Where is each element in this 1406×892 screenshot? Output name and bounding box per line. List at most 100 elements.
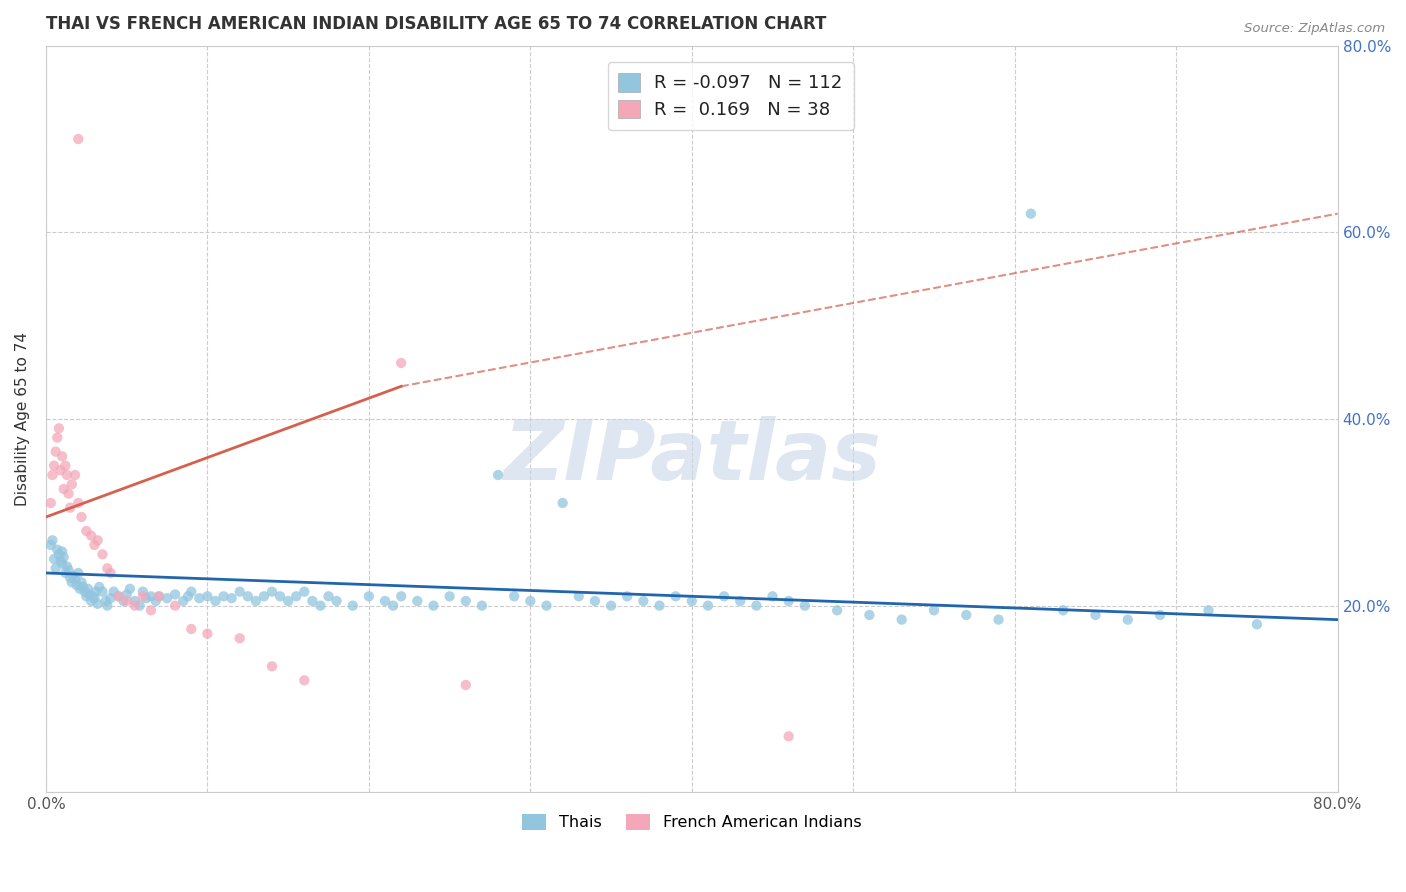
Point — [260, 659, 283, 673]
Point — [52, 550, 75, 565]
Point — [890, 613, 912, 627]
Point — [245, 594, 267, 608]
Point — [46, 431, 69, 445]
Point — [292, 673, 315, 688]
Point — [53, 458, 76, 473]
Point — [49, 463, 72, 477]
Point — [73, 584, 96, 599]
Text: ZIPatlas: ZIPatlas — [503, 416, 880, 497]
Point — [389, 590, 412, 604]
Point — [45, 561, 67, 575]
Text: Source: ZipAtlas.com: Source: ZipAtlas.com — [1244, 22, 1385, 36]
Point — [66, 578, 89, 592]
Point — [172, 594, 194, 608]
Point — [75, 590, 97, 604]
Point — [389, 356, 412, 370]
Point — [633, 594, 655, 608]
Point — [83, 538, 105, 552]
Point — [100, 566, 122, 580]
Point — [301, 594, 323, 608]
Point — [135, 591, 157, 606]
Point — [551, 496, 574, 510]
Point — [83, 591, 105, 606]
Point — [713, 590, 735, 604]
Point — [536, 599, 558, 613]
Point — [72, 580, 94, 594]
Point — [63, 573, 86, 587]
Point — [75, 524, 97, 538]
Point — [665, 590, 688, 604]
Point — [342, 599, 364, 613]
Point — [697, 599, 720, 613]
Point — [42, 458, 65, 473]
Point — [204, 594, 226, 608]
Legend: Thais, French American Indians: Thais, French American Indians — [516, 807, 868, 837]
Point — [132, 590, 155, 604]
Point — [1246, 617, 1268, 632]
Point — [139, 590, 162, 604]
Point — [56, 559, 79, 574]
Point — [41, 467, 63, 482]
Point — [1052, 603, 1074, 617]
Point — [197, 626, 219, 640]
Point — [277, 594, 299, 608]
Point — [374, 594, 396, 608]
Point — [745, 599, 768, 613]
Point — [107, 590, 129, 604]
Point — [486, 467, 509, 482]
Point — [58, 486, 80, 500]
Point — [139, 603, 162, 617]
Point — [124, 599, 146, 613]
Text: THAI VS FRENCH AMERICAN INDIAN DISABILITY AGE 65 TO 74 CORRELATION CHART: THAI VS FRENCH AMERICAN INDIAN DISABILIT… — [46, 15, 827, 33]
Point — [439, 590, 461, 604]
Point — [471, 599, 494, 613]
Point — [761, 590, 783, 604]
Point — [165, 599, 187, 613]
Point — [51, 450, 73, 464]
Point — [96, 561, 118, 575]
Point — [825, 603, 848, 617]
Point — [58, 563, 80, 577]
Point — [1198, 603, 1220, 617]
Point — [454, 678, 477, 692]
Point — [91, 547, 114, 561]
Point — [82, 590, 104, 604]
Point — [260, 584, 283, 599]
Point — [53, 566, 76, 580]
Point — [156, 591, 179, 606]
Point — [793, 599, 815, 613]
Point — [778, 594, 800, 608]
Point — [583, 594, 606, 608]
Point — [59, 571, 82, 585]
Point — [269, 590, 291, 604]
Point — [1149, 607, 1171, 622]
Point — [115, 594, 138, 608]
Point — [197, 590, 219, 604]
Point — [91, 584, 114, 599]
Point — [86, 533, 108, 548]
Point — [49, 554, 72, 568]
Point — [180, 584, 202, 599]
Point — [67, 566, 90, 580]
Point — [180, 622, 202, 636]
Point — [89, 580, 111, 594]
Point — [118, 582, 141, 596]
Point — [86, 597, 108, 611]
Point — [51, 557, 73, 571]
Point — [600, 599, 623, 613]
Point — [63, 467, 86, 482]
Point — [922, 603, 945, 617]
Point — [103, 584, 125, 599]
Point — [52, 482, 75, 496]
Point — [96, 599, 118, 613]
Point — [94, 594, 117, 608]
Point — [128, 599, 150, 613]
Point — [39, 538, 62, 552]
Point — [568, 590, 591, 604]
Point — [422, 599, 444, 613]
Point — [132, 584, 155, 599]
Point — [406, 594, 429, 608]
Point — [46, 542, 69, 557]
Point — [80, 529, 103, 543]
Point — [728, 594, 751, 608]
